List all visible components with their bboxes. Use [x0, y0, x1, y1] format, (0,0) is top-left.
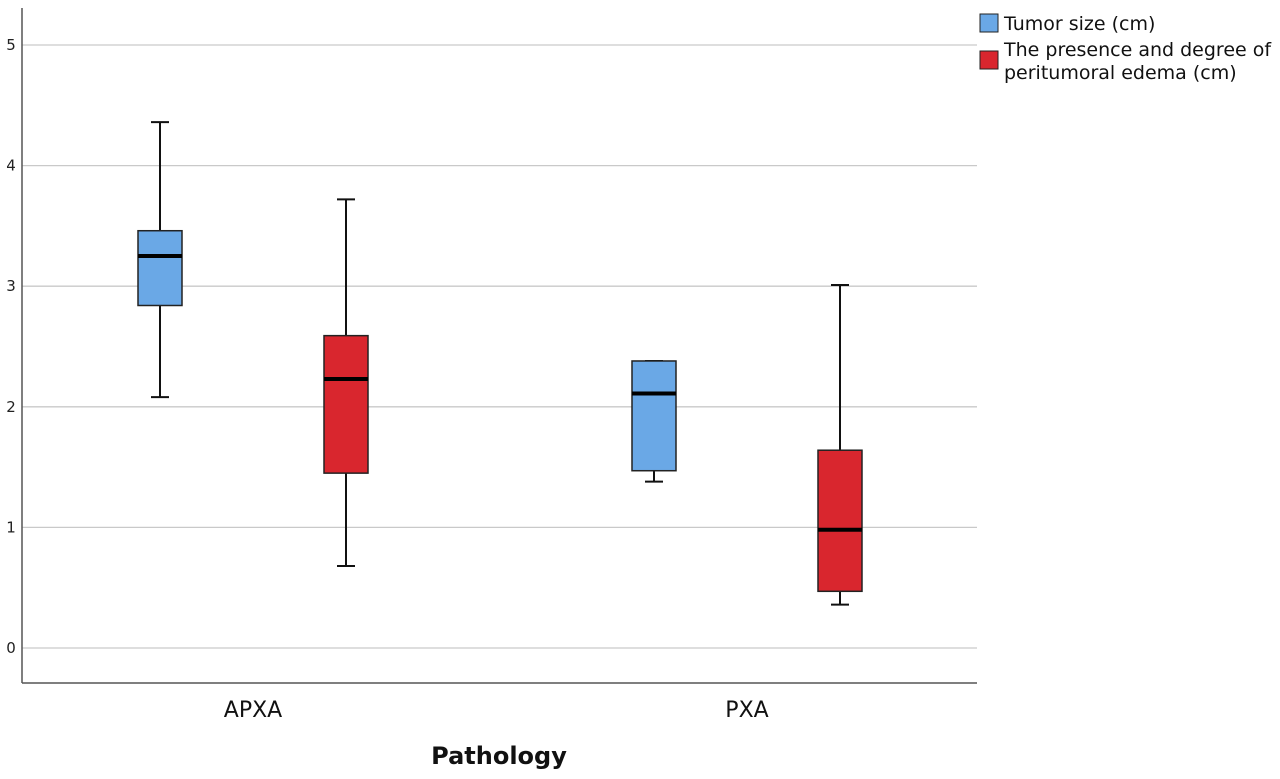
legend-swatch-tumor-size — [979, 13, 999, 33]
legend: Tumor size (cm) The presence and degree … — [979, 13, 1272, 84]
legend-label-edema-line2: peritumoral edema (cm) — [1004, 62, 1237, 84]
y-tick-labels: 0 1 2 3 4 5 — [6, 36, 16, 657]
y-tick-label-5: 5 — [6, 36, 16, 54]
box-tumor-size-pxa — [631, 359, 677, 483]
iqr-box — [137, 229, 183, 307]
box-edema-apxa — [323, 198, 369, 567]
category-label-apxa: APXA — [224, 698, 282, 723]
y-tick-label-3: 3 — [6, 277, 16, 295]
iqr-box — [817, 449, 863, 593]
legend-swatch-edema — [979, 50, 999, 70]
y-tick-label-4: 4 — [6, 157, 16, 175]
iqr-box — [323, 334, 369, 474]
category-labels: APXA PXA — [224, 698, 769, 723]
iqr-box — [631, 360, 677, 472]
legend-label-edema-line1: The presence and degree of — [1003, 39, 1272, 61]
y-tick-label-1: 1 — [6, 518, 16, 536]
legend-label-tumor-size: Tumor size (cm) — [1003, 13, 1155, 35]
y-tick-label-2: 2 — [6, 398, 16, 416]
box-edema-pxa — [817, 283, 863, 606]
boxes — [137, 121, 863, 606]
y-tick-label-0: 0 — [6, 639, 16, 657]
category-label-pxa: PXA — [725, 698, 768, 723]
box-tumor-size-apxa — [137, 121, 183, 399]
x-axis-title: Pathology — [431, 742, 567, 770]
axes — [21, 8, 977, 684]
